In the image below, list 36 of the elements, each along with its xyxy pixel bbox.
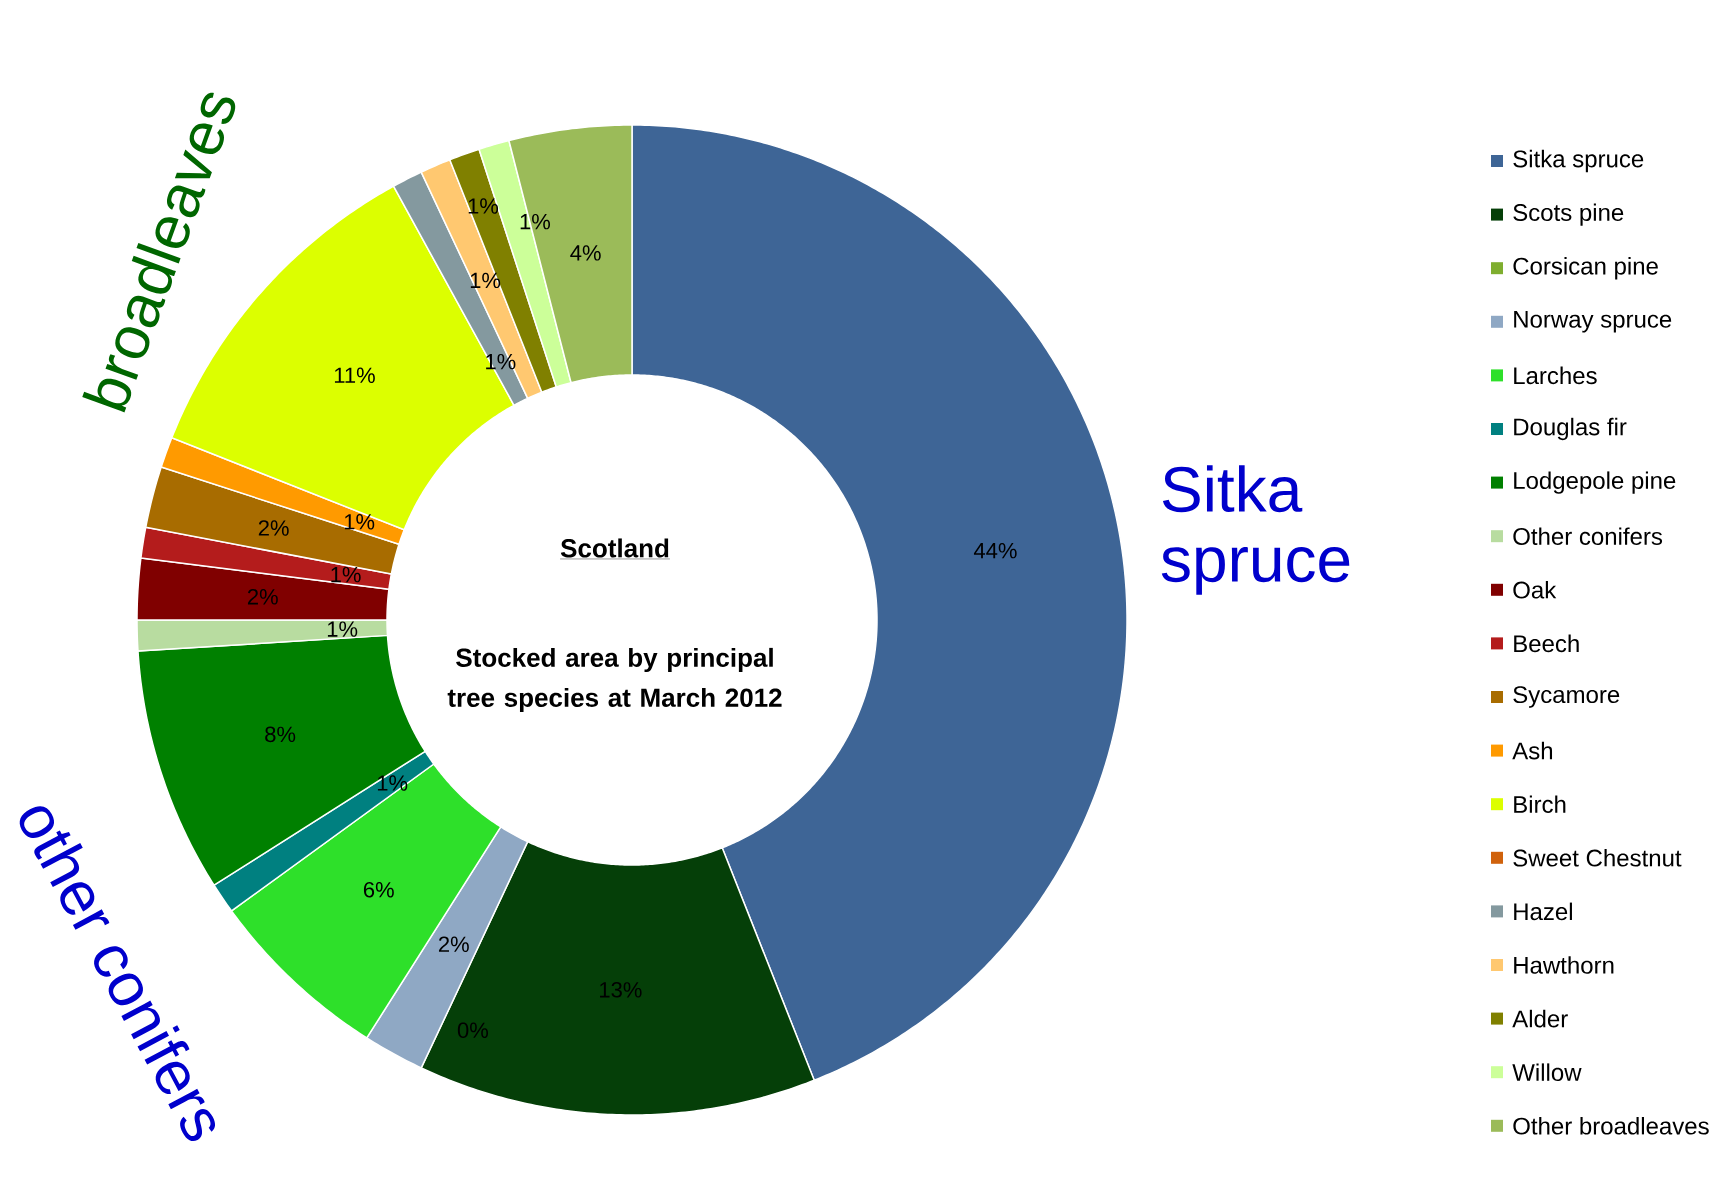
legend-label: Oak <box>1513 580 1557 599</box>
data-label: 4% <box>570 245 601 261</box>
legend-label: Sitka spruce <box>1513 149 1644 173</box>
legend-label: Birch <box>1514 795 1566 814</box>
data-label: 1% <box>470 272 501 289</box>
legend-label: Hazel <box>1514 902 1572 921</box>
data-label: 2% <box>247 589 278 605</box>
data-label: 6% <box>363 881 394 898</box>
legend-label: Willow <box>1512 1063 1582 1082</box>
text: Stocked area by principal tree species at March 2012 <box>447 647 782 713</box>
data-label: 2% <box>258 520 289 536</box>
legend-label: Beech <box>1514 634 1579 653</box>
legend-label: Hawthorn <box>1514 956 1614 974</box>
data-label: 1% <box>327 621 358 637</box>
data-label: 11% <box>334 367 375 383</box>
data-label: 13% <box>600 982 642 998</box>
data-label: 2% <box>438 936 469 952</box>
legend-label: Corsican pine <box>1513 257 1658 280</box>
legend-label: Sweet Chestnut <box>1513 848 1682 867</box>
legend-label: Norway spruce <box>1514 311 1672 333</box>
text: Sitka spruce <box>1161 465 1350 595</box>
text: 0% <box>457 1022 488 1039</box>
data-label: 1% <box>344 514 375 530</box>
legend-label: Other conifers <box>1513 527 1663 546</box>
legend-label: Lodgepole pine <box>1514 471 1676 494</box>
legend-label: Other broadleaves <box>1513 1116 1709 1135</box>
data-label: 44% <box>973 542 1017 559</box>
legend-label: Alder <box>1512 1009 1568 1028</box>
legend-label: Ash <box>1512 741 1553 760</box>
legend-label: Sycamore <box>1513 686 1620 708</box>
data-label: 8% <box>265 726 296 743</box>
data-label: 1% <box>331 566 361 583</box>
text: Scotland <box>560 538 669 558</box>
legend-label: Scots pine <box>1513 203 1624 226</box>
legend-label: Larches <box>1514 366 1597 385</box>
legend-label: Douglas fir <box>1514 417 1627 441</box>
